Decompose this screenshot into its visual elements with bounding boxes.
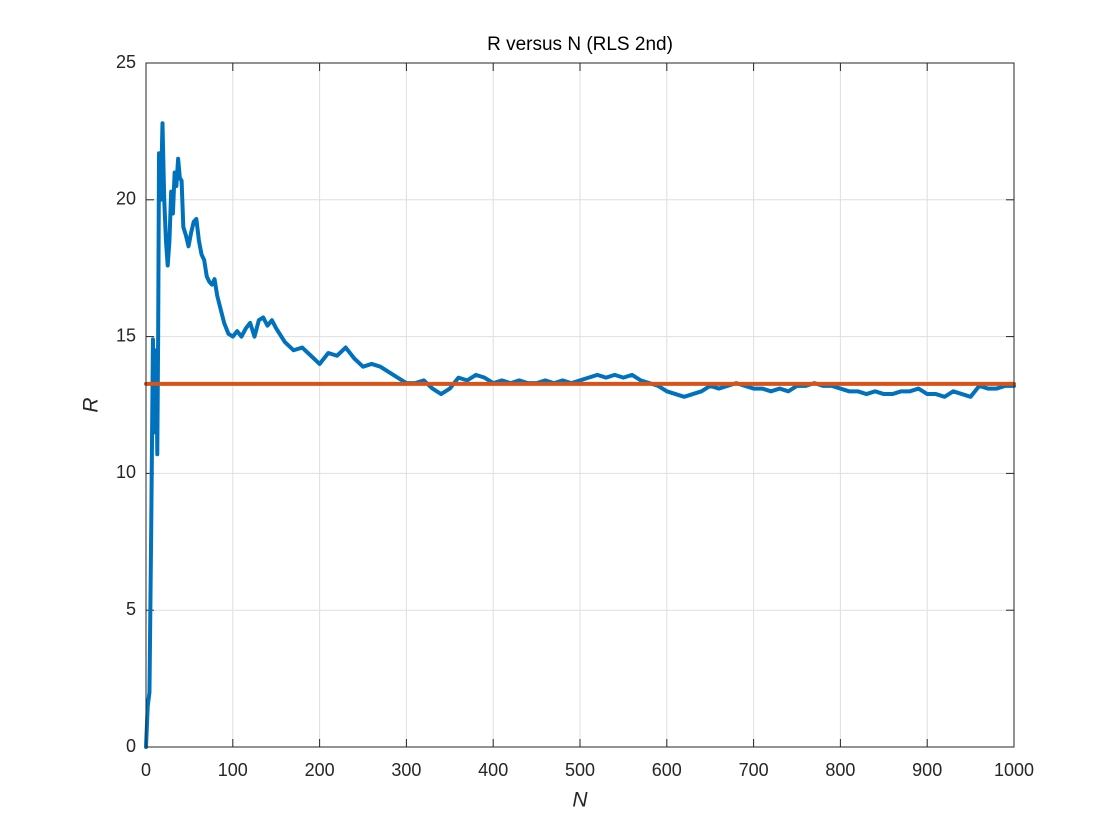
- y-tick-label: 20: [116, 189, 136, 209]
- y-tick-label: 0: [126, 736, 136, 756]
- axes-box: [145, 62, 1015, 748]
- x-tick-label: 700: [739, 760, 769, 780]
- y-tick-label: 25: [116, 52, 136, 72]
- x-tick-label: 100: [218, 760, 248, 780]
- y-tick-label: 10: [116, 462, 136, 482]
- x-tick-label: 900: [912, 760, 942, 780]
- x-tick-label: 600: [652, 760, 682, 780]
- x-tick-label: 400: [478, 760, 508, 780]
- x-axis-label: N: [572, 789, 588, 812]
- y-axis-label: R: [80, 397, 103, 412]
- y-tick-label: 5: [126, 599, 136, 619]
- x-tick-label: 1000: [994, 760, 1034, 780]
- x-tick-label: 0: [141, 760, 151, 780]
- chart-title: R versus N (RLS 2nd): [487, 34, 673, 55]
- x-tick-label: 800: [825, 760, 855, 780]
- x-tick-label: 300: [391, 760, 421, 780]
- x-tick-label: 500: [565, 760, 595, 780]
- y-tick-label: 15: [116, 325, 136, 345]
- x-tick-label: 200: [305, 760, 335, 780]
